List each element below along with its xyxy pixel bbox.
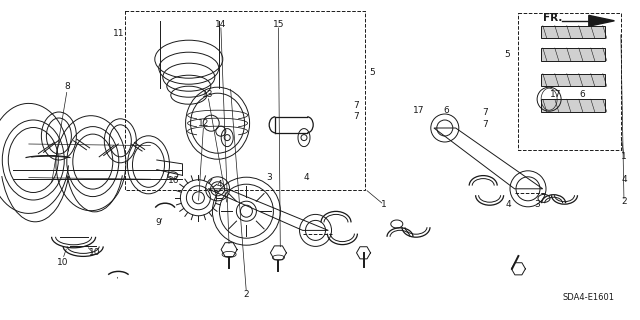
Text: 8: 8 xyxy=(65,82,70,91)
Text: 2: 2 xyxy=(244,290,249,299)
Text: 17: 17 xyxy=(550,90,561,99)
Text: 16: 16 xyxy=(168,176,180,185)
Text: 4: 4 xyxy=(303,173,308,182)
Text: 5: 5 xyxy=(370,68,375,76)
Text: 4: 4 xyxy=(217,180,222,188)
Text: 3: 3 xyxy=(535,200,540,209)
Text: 2: 2 xyxy=(621,197,627,206)
Text: 1: 1 xyxy=(621,152,627,161)
Text: 7: 7 xyxy=(353,112,358,121)
Bar xyxy=(541,26,605,38)
Text: FR.: FR. xyxy=(543,12,562,23)
Text: 14: 14 xyxy=(215,20,227,28)
Text: 5: 5 xyxy=(504,50,509,59)
Text: 4: 4 xyxy=(621,175,627,184)
Text: 17: 17 xyxy=(413,106,425,115)
Text: 7: 7 xyxy=(483,108,488,116)
Text: 10: 10 xyxy=(89,248,100,257)
Text: SDA4-E1601: SDA4-E1601 xyxy=(563,293,615,302)
Text: 11: 11 xyxy=(113,29,124,38)
Text: 3: 3 xyxy=(266,173,271,182)
Bar xyxy=(125,11,365,190)
Text: 7: 7 xyxy=(483,120,488,129)
Text: 7: 7 xyxy=(353,101,358,110)
Text: 1: 1 xyxy=(381,200,387,209)
Bar xyxy=(541,48,605,61)
Text: 15: 15 xyxy=(273,20,284,28)
Text: 13: 13 xyxy=(202,90,214,99)
Polygon shape xyxy=(589,15,614,26)
Text: 6: 6 xyxy=(444,106,449,115)
Text: 10: 10 xyxy=(57,258,68,267)
Text: 12: 12 xyxy=(198,119,209,128)
Text: 4: 4 xyxy=(506,200,511,209)
Text: 9: 9 xyxy=(156,218,161,227)
Bar xyxy=(541,74,605,86)
Text: 6: 6 xyxy=(580,90,585,99)
Bar xyxy=(518,13,621,150)
Bar xyxy=(541,99,605,112)
